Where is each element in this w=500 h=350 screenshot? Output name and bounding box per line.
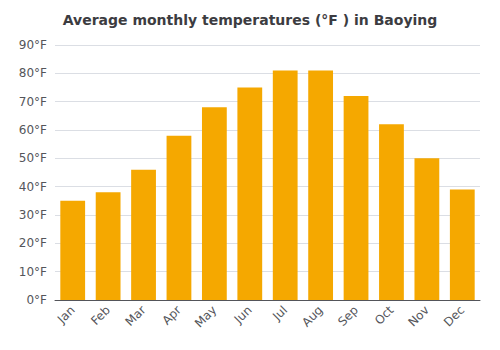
svg-text:10°F: 10°F [19,265,47,279]
svg-text:Jul: Jul [269,303,290,324]
svg-text:80°F: 80°F [19,66,47,80]
svg-text:Aug: Aug [299,303,325,329]
svg-text:Average monthly temperatures (: Average monthly temperatures (°F ) in Ba… [63,12,438,28]
svg-text:50°F: 50°F [19,151,47,165]
svg-text:Dec: Dec [441,303,467,329]
svg-text:20°F: 20°F [19,236,47,250]
svg-text:Sep: Sep [335,303,361,329]
svg-text:Nov: Nov [405,303,431,329]
svg-text:Apr: Apr [159,303,184,328]
svg-text:0°F: 0°F [26,293,47,307]
svg-text:Oct: Oct [372,303,397,328]
svg-text:May: May [192,303,219,330]
svg-text:90°F: 90°F [19,38,47,52]
svg-text:Jun: Jun [231,303,255,327]
svg-text:Feb: Feb [88,303,113,328]
svg-text:70°F: 70°F [19,95,47,109]
svg-text:Mar: Mar [123,303,149,329]
svg-text:60°F: 60°F [19,123,47,137]
svg-text:Jan: Jan [54,303,78,327]
svg-text:30°F: 30°F [19,208,47,222]
svg-text:40°F: 40°F [19,180,47,194]
